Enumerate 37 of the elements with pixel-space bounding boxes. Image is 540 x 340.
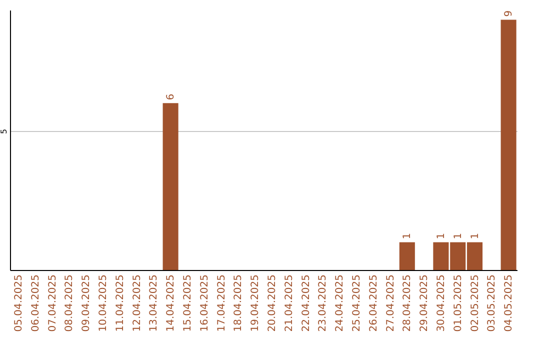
x-tick-label: 08.04.2025: [64, 274, 76, 332]
x-tick-label: 13.04.2025: [148, 274, 160, 332]
x-tick-label: 30.04.2025: [436, 274, 447, 332]
data-label: 6: [166, 94, 177, 100]
x-tick-label: 15.04.2025: [182, 274, 194, 332]
x-tick-label: 11.04.2025: [114, 274, 126, 332]
x-tick-label: 19.04.2025: [250, 274, 262, 332]
data-label: 1: [402, 232, 414, 240]
x-tick-label: 18.04.2025: [233, 274, 244, 332]
x-tick-label: 05.04.2025: [13, 274, 24, 332]
x-tick-label: 10.04.2025: [98, 274, 109, 332]
x-tick-label: 04.05.2025: [504, 274, 515, 332]
data-label: 1: [470, 232, 481, 240]
x-tick-label: 24.04.2025: [334, 274, 346, 332]
x-tick-label: 12.04.2025: [132, 274, 143, 332]
x-tick-label: 03.05.2025: [486, 274, 498, 332]
x-tick-label: 22.04.2025: [300, 274, 312, 332]
x-tick-label: 28.04.2025: [402, 274, 414, 332]
x-tick-label: 23.04.2025: [318, 274, 329, 332]
x-tick-label: 25.04.2025: [351, 274, 362, 332]
x-tick-label: 27.04.2025: [385, 274, 396, 332]
x-tick-label: 09.04.2025: [81, 274, 92, 332]
x-tick-label: 02.05.2025: [470, 274, 481, 332]
x-tick-label: 06.04.2025: [30, 274, 42, 332]
x-tick-label: 20.04.2025: [266, 274, 278, 332]
x-tick-label: 14.04.2025: [166, 274, 177, 332]
x-tick-label: 17.04.2025: [216, 274, 228, 332]
data-label: 9: [504, 10, 515, 17]
data-label: 1: [452, 232, 464, 240]
x-tick-label: 07.04.2025: [47, 274, 58, 332]
x-tick-label: 16.04.2025: [199, 274, 210, 332]
x-tick-label: 26.04.2025: [368, 274, 380, 332]
x-tick-label: 29.04.2025: [419, 274, 430, 332]
data-label: 1: [436, 232, 447, 240]
y-tick-label: 5: [0, 128, 8, 134]
x-tick-label: 01.05.2025: [452, 274, 464, 332]
x-tick-label: 21.04.2025: [284, 274, 295, 332]
